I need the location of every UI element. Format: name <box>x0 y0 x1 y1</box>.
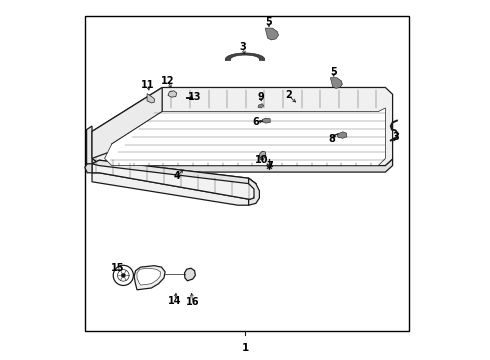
Text: 5: 5 <box>330 67 337 77</box>
Text: 13: 13 <box>188 92 201 102</box>
Polygon shape <box>92 160 256 189</box>
Polygon shape <box>134 266 165 290</box>
Polygon shape <box>87 126 92 165</box>
Polygon shape <box>258 104 264 108</box>
Polygon shape <box>92 173 252 205</box>
Polygon shape <box>147 94 154 103</box>
Bar <box>85 16 409 331</box>
Polygon shape <box>137 268 160 285</box>
Text: 5: 5 <box>265 17 272 27</box>
Text: 9: 9 <box>258 92 265 102</box>
Polygon shape <box>225 53 265 61</box>
Text: 2: 2 <box>285 90 292 100</box>
Polygon shape <box>330 78 343 88</box>
Polygon shape <box>265 28 278 40</box>
Text: 12: 12 <box>161 76 174 86</box>
Polygon shape <box>248 178 259 205</box>
Text: 8: 8 <box>328 134 335 144</box>
Text: 3: 3 <box>240 42 246 52</box>
Polygon shape <box>162 88 386 112</box>
Polygon shape <box>185 268 196 281</box>
Polygon shape <box>92 87 392 166</box>
Text: 16: 16 <box>186 297 199 307</box>
Text: 14: 14 <box>168 296 182 306</box>
Text: 1: 1 <box>242 343 248 354</box>
Polygon shape <box>92 158 392 172</box>
Polygon shape <box>262 118 270 123</box>
Polygon shape <box>92 87 162 158</box>
Polygon shape <box>92 160 256 200</box>
Text: 11: 11 <box>141 80 154 90</box>
Circle shape <box>121 273 125 278</box>
Text: 7: 7 <box>267 161 273 171</box>
Polygon shape <box>259 151 266 160</box>
Text: 10: 10 <box>254 155 268 165</box>
Text: 6: 6 <box>252 117 259 127</box>
Text: 3: 3 <box>393 132 399 142</box>
Polygon shape <box>337 132 347 138</box>
Text: 4: 4 <box>173 171 180 181</box>
Polygon shape <box>85 164 92 173</box>
Text: 15: 15 <box>110 263 124 273</box>
Polygon shape <box>168 91 176 97</box>
Polygon shape <box>104 108 386 166</box>
